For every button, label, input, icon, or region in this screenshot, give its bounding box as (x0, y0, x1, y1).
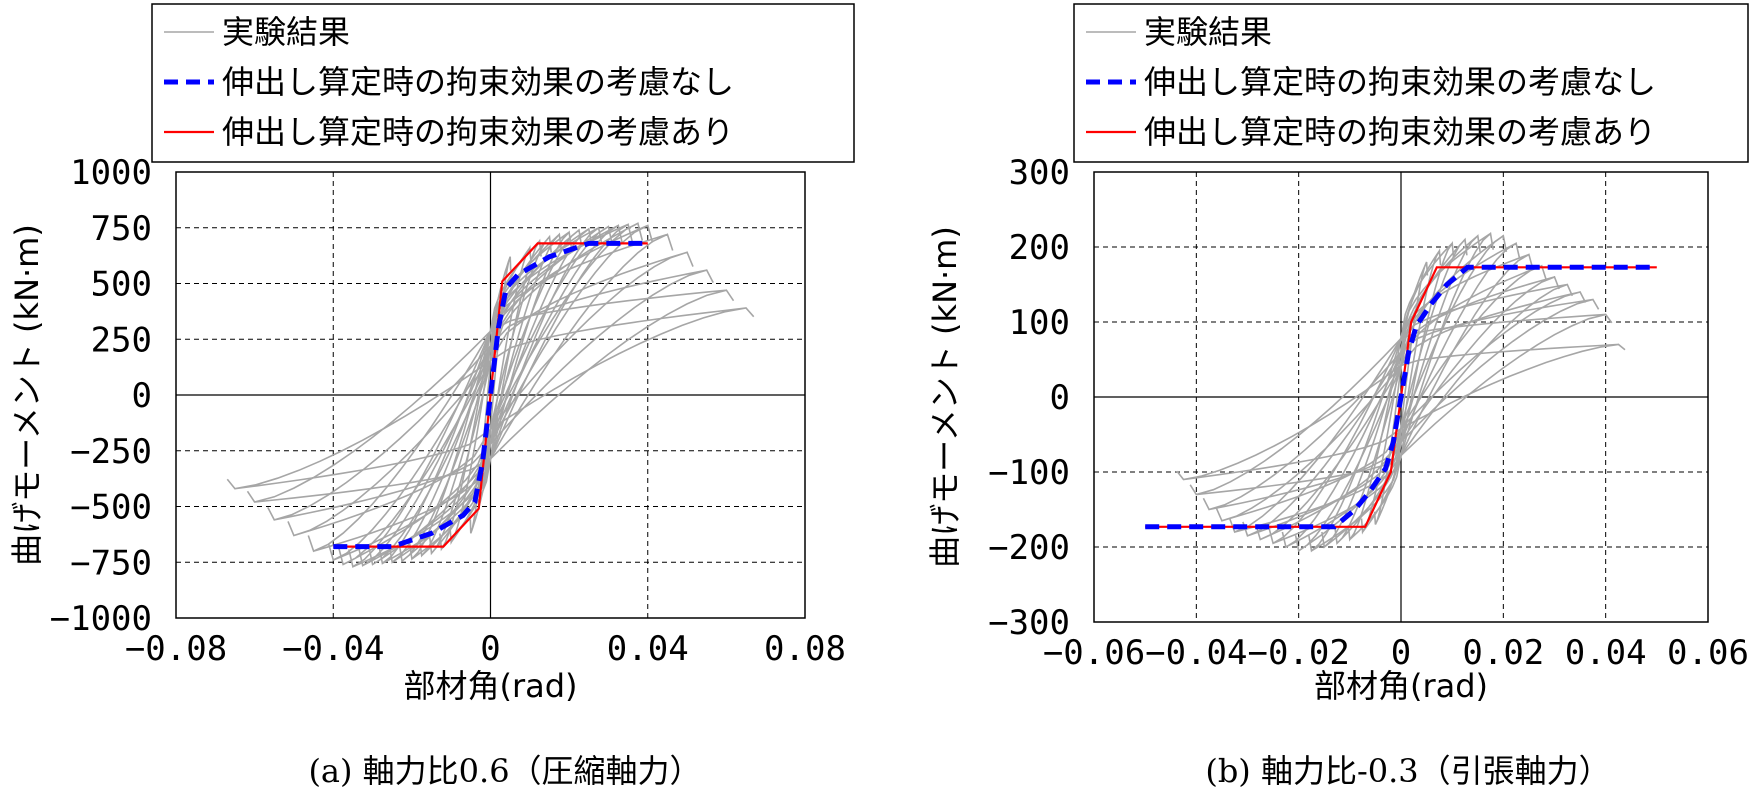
legend-label: 実験結果 (1144, 13, 1272, 51)
experiment-loop (1294, 234, 1508, 553)
y-tick-label: −100 (988, 453, 1070, 493)
x-tick-label: −0.08 (125, 629, 227, 669)
y-axis-label: 曲げモーメント (kN·m) (8, 224, 46, 566)
chart-caption: (a) 軸力比0.6（圧縮軸力） (308, 752, 701, 790)
grid (1094, 172, 1708, 622)
x-tick-label: 0.06 (1667, 633, 1749, 673)
x-tick-label: −0.04 (282, 629, 384, 669)
x-tick-label: 0.02 (1462, 633, 1544, 673)
legend-label: 伸出し算定時の拘束効果の考慮あり (222, 113, 734, 151)
experiment-loop (1308, 231, 1494, 553)
series-with-confinement (333, 242, 648, 548)
series-no-confinement (1145, 264, 1657, 530)
y-tick-label: −200 (988, 528, 1070, 568)
series-experiment (1176, 231, 1626, 553)
chart-1: −0.08 −0.04 0 0.04 0.08 1000 750 500 250 0 −250 −50… (8, 3, 855, 790)
chart-caption: (b) 軸力比-0.3（引張軸力） (1205, 752, 1610, 790)
y-tick-label: 250 (91, 320, 152, 360)
legend-label: 伸出し算定時の拘束効果の考慮あり (1144, 113, 1656, 151)
legend-label: 実験結果 (222, 13, 350, 51)
x-tick-label: 0.08 (764, 629, 846, 669)
experiment-loop (1228, 283, 1574, 534)
y-axis-label: 曲げモーメント (kN·m) (926, 226, 964, 568)
y-tick-label: 750 (91, 209, 152, 249)
y-tick-label: −1000 (50, 599, 152, 639)
legend-box (1073, 3, 1749, 163)
y-tick-label: −250 (70, 432, 152, 472)
series-no-confinement (333, 240, 648, 550)
legend-box (151, 3, 855, 163)
experiment-loop (327, 224, 654, 562)
experiment-loop (1347, 240, 1455, 542)
experiment-loop (439, 238, 542, 552)
experiment-loop (368, 225, 613, 566)
legend-label: 伸出し算定時の拘束効果の考慮なし (1144, 63, 1656, 101)
experiment-loop (267, 269, 714, 521)
y-tick-label: 0 (1050, 378, 1070, 418)
experiment-loop (1176, 343, 1626, 481)
experiment-loop (287, 251, 694, 537)
experiment-loop (246, 289, 735, 503)
y-tick-label: −500 (70, 488, 152, 528)
experiment-loop (1321, 234, 1481, 549)
x-axis-label: 部材角(rad) (1314, 667, 1488, 705)
experiment-loop (408, 230, 573, 561)
experiment-loop (1215, 291, 1587, 522)
experiment-loop (307, 233, 674, 553)
y-tick-label: 500 (91, 265, 152, 305)
x-tick-label: 0.04 (607, 629, 689, 669)
x-tick-label: 0 (1391, 633, 1411, 673)
experiment-loop (1202, 298, 1600, 511)
y-tick-label: 0 (132, 376, 152, 416)
y-tick-label: 1000 (70, 153, 152, 193)
x-tick-label: −0.06 (1043, 633, 1145, 673)
y-tick-label: 200 (1009, 228, 1070, 268)
experiment-loop (449, 245, 532, 545)
experiment-loop (348, 223, 633, 568)
x-tick-label: −0.04 (1145, 633, 1247, 673)
x-tick-label: −0.02 (1247, 633, 1349, 673)
x-tick-label: 0.04 (1565, 633, 1647, 673)
chart-2: −0.06 −0.04 −0.02 0 0.02 0.04 0.06 300 200 100 0 −1… (926, 3, 1749, 790)
series-experiment (226, 222, 755, 568)
experiment-loop (1360, 248, 1442, 535)
y-tick-label: −300 (988, 603, 1070, 643)
y-tick-label: 300 (1009, 153, 1070, 193)
x-axis-label: 部材角(rad) (403, 667, 577, 705)
experiment-loop (1268, 253, 1534, 545)
x-tick-label: 0 (480, 629, 500, 669)
experiment-loop (226, 307, 755, 490)
y-tick-label: −750 (70, 543, 152, 583)
experiment-loop (1189, 313, 1613, 496)
y-tick-label: 100 (1009, 303, 1070, 343)
legend-label: 伸出し算定時の拘束効果の考慮なし (222, 63, 734, 101)
